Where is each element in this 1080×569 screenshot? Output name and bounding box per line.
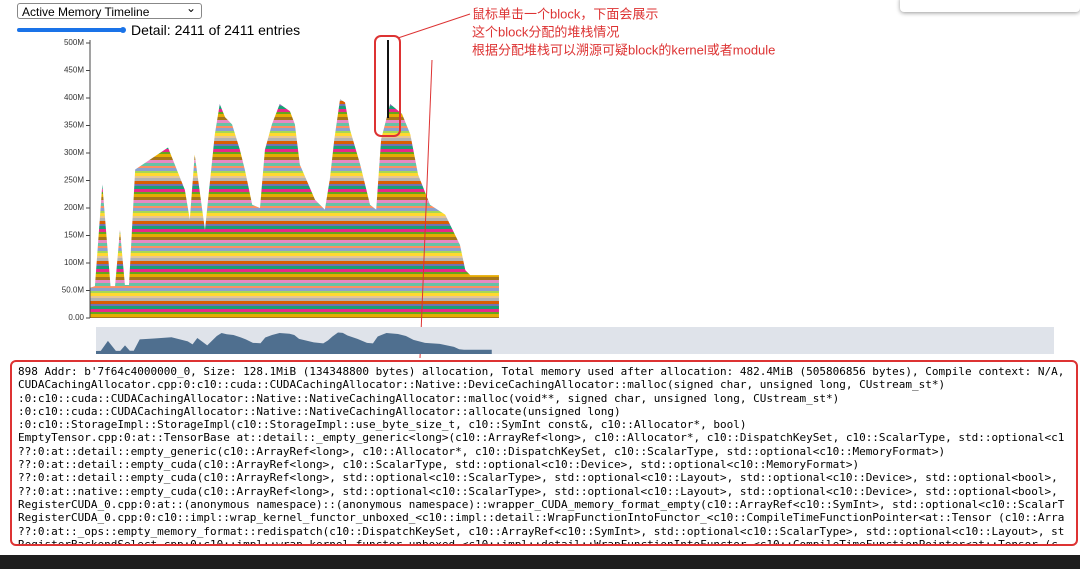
popup-edge	[900, 0, 1080, 12]
trace-line: ??:0:at::detail::empty_cuda(c10::ArrayRe…	[18, 458, 860, 472]
minimap-area	[96, 332, 492, 354]
arrow	[419, 59, 433, 358]
trace-line: :0:c10::StorageImpl::StorageImpl(c10::St…	[18, 418, 747, 432]
trace-line: ??:0:at::_ops::empty_memory_format::redi…	[18, 524, 1065, 538]
trace-line: ??:0:at::detail::empty_cuda(c10::ArrayRe…	[18, 471, 1058, 485]
y-tick-label: 250M	[64, 176, 84, 185]
y-tick-label: 500M	[64, 38, 84, 47]
annotation: 根据分配堆栈可以溯源可疑block的kernel或者module	[472, 42, 775, 57]
trace-line: ??:0:at::detail::empty_generic(c10::Arra…	[18, 444, 946, 458]
memory-area	[90, 99, 499, 318]
trace-line: CUDACachingAllocator.cpp:0:c10::cuda::CU…	[18, 378, 946, 392]
highlight-box	[374, 35, 401, 137]
y-tick-label: 100M	[64, 258, 84, 267]
trace-line: :0:c10::cuda::CUDACachingAllocator::Nati…	[18, 391, 840, 405]
y-tick-label: 150M	[64, 231, 84, 240]
stack-trace-panel: 898 Addr: b'7f64c4000000_0, Size: 128.1M…	[10, 360, 1078, 546]
trace-line: EmptyTensor.cpp:0:at::TensorBase at::det…	[18, 431, 1065, 445]
trace-line: 898 Addr: b'7f64c4000000_0, Size: 128.1M…	[18, 365, 1065, 378]
detail-label: Detail: 2411 of 2411 entries	[131, 22, 301, 38]
annotation: 鼠标单击一个block，下面会展示	[472, 6, 658, 21]
detail-slider[interactable]	[17, 27, 129, 33]
chart: 鼠标单击一个block，下面会展示 这个block分配的堆栈情况 根据分配堆栈可…	[62, 6, 1054, 358]
y-tick-label: 350M	[64, 121, 84, 130]
y-tick-label: 300M	[64, 148, 84, 157]
y-tick-label: 450M	[64, 66, 84, 75]
y-tick-label: 0.00	[68, 313, 84, 322]
y-tick-label: 200M	[64, 203, 84, 212]
trace-line: ??:0:at::native::empty_cuda(c10::ArrayRe…	[18, 484, 1058, 498]
y-tick-label: 400M	[64, 93, 84, 102]
trace-line: RegisterBackendSelect.cpp:0:c10::impl::w…	[18, 537, 1058, 546]
trace-line: :0:c10::cuda::CUDACachingAllocator::Nati…	[18, 404, 621, 418]
trace-line: RegisterCUDA_0.cpp:0:c10::impl::wrap_ker…	[18, 511, 1065, 525]
bottom-bar	[0, 555, 1080, 569]
y-tick-label: 50.0M	[62, 286, 85, 295]
arrow	[397, 13, 471, 39]
trace-line: RegisterCUDA_0.cpp:0:at::(anonymous name…	[18, 497, 1065, 511]
view-select[interactable]: Active Memory Timeline	[17, 0, 202, 19]
annotation: 这个block分配的堆栈情况	[472, 24, 619, 39]
